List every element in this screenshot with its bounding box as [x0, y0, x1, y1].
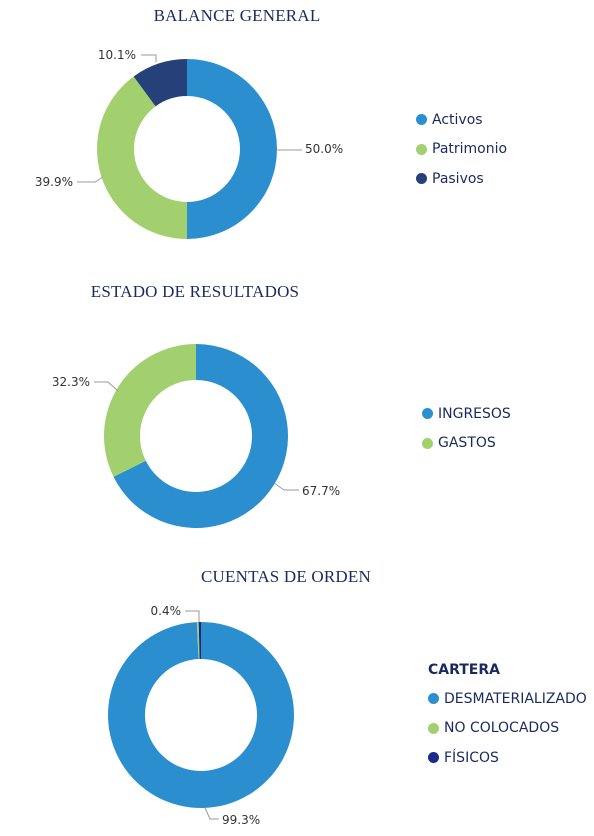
legend-item-pasivos[interactable]: Pasivos	[416, 164, 507, 194]
data-label: 50.0%	[305, 142, 343, 156]
legend-label: FÍSICOS	[444, 749, 499, 766]
data-label: 32.3%	[52, 375, 90, 389]
legend-item-patrimonio[interactable]: Patrimonio	[416, 135, 507, 165]
data-label: 0.4%	[151, 604, 182, 618]
legend-title: CARTERA	[428, 662, 500, 678]
slice-no-colocados	[196, 622, 200, 660]
data-label: 10.1%	[98, 48, 136, 62]
legend-balance: Activos Patrimonio Pasivos	[416, 105, 507, 194]
data-label: 99.3%	[222, 813, 260, 827]
legend-swatch	[416, 173, 427, 185]
legend-swatch	[428, 752, 439, 764]
legend-item-no-colocados[interactable]: NO COLOCADOS	[428, 714, 587, 744]
legend-cuentas: CARTERA DESMATERIALIZADO NO COLOCADOS FÍSIC…	[428, 662, 587, 773]
slice-desmaterializado	[108, 622, 295, 808]
leader-line	[141, 54, 157, 62]
leader-line	[185, 610, 200, 622]
legend-swatch	[428, 722, 439, 734]
legend-swatch	[428, 693, 439, 705]
legend-label: INGRESOS	[438, 405, 511, 422]
slice-gastos	[103, 344, 196, 477]
legend-swatch	[416, 143, 427, 155]
legend-item-ingresos[interactable]: INGRESOS	[422, 399, 511, 429]
chart-title-cuentas: CUENTAS DE ORDEN	[201, 567, 371, 586]
slice-pasivos	[133, 59, 187, 107]
legend-label: DESMATERIALIZADO	[444, 690, 587, 707]
slice-patrimonio	[96, 76, 187, 239]
slice-ingresos	[113, 344, 288, 528]
legend-item-gastos[interactable]: GASTOS	[422, 429, 511, 459]
legend-item-activos[interactable]: Activos	[416, 105, 507, 135]
legend-label: Pasivos	[432, 170, 484, 187]
leader-line	[77, 176, 104, 183]
legend-label: NO COLOCADOS	[444, 720, 560, 737]
legend-swatch	[416, 114, 427, 126]
slice-activos	[187, 59, 277, 239]
leader-line	[273, 482, 299, 491]
legend-swatch	[422, 408, 433, 420]
legend-item-f-sicos[interactable]: FÍSICOS	[428, 743, 587, 773]
legend-resultados: INGRESOS GASTOS	[422, 399, 511, 458]
chart-title-balance: BALANCE GENERAL	[153, 6, 321, 25]
leader-line	[204, 807, 219, 820]
legend-item-desmaterializado[interactable]: DESMATERIALIZADO	[428, 684, 587, 714]
legend-label: GASTOS	[438, 435, 496, 452]
data-label: 39.9%	[35, 175, 73, 189]
legend-label: Patrimonio	[432, 141, 508, 158]
legend-label: Activos	[432, 111, 483, 128]
chart-title-resultados: ESTADO DE RESULTADOS	[90, 282, 300, 301]
slice-f-sicos	[198, 622, 201, 660]
leader-line	[94, 381, 119, 392]
data-label: 67.7%	[302, 484, 340, 498]
legend-swatch	[422, 437, 433, 449]
